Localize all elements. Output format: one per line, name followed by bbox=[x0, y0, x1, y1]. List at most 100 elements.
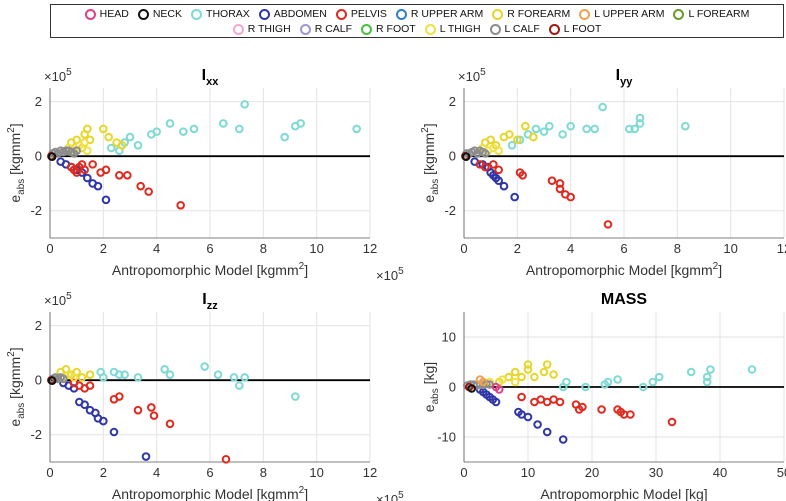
x-axis-label: Antropomorphic Model [kgmm2] bbox=[112, 261, 308, 278]
data-point bbox=[160, 364, 169, 374]
data-point bbox=[125, 132, 135, 142]
data-point bbox=[494, 176, 503, 186]
y-tick-label: 2 bbox=[35, 94, 42, 109]
y-axis-label-sup: 2 bbox=[6, 351, 17, 357]
legend-marker-icon bbox=[137, 8, 149, 20]
y-axis-label-sub: abs bbox=[16, 179, 27, 195]
data-point bbox=[545, 121, 554, 131]
y-multiplier: ×105 bbox=[44, 67, 72, 84]
y-axis-label-tail: [kgmm bbox=[421, 133, 437, 179]
legend-label: R FOOT bbox=[376, 23, 416, 35]
y-axis-label-sub: abs bbox=[430, 179, 441, 195]
data-point bbox=[499, 181, 509, 191]
data-point bbox=[533, 420, 542, 429]
y-multiplier-exp: 5 bbox=[480, 67, 486, 78]
x-tick-label: 2 bbox=[514, 241, 521, 256]
legend-label: R CALF bbox=[314, 23, 353, 35]
data-point bbox=[648, 377, 658, 387]
data-point bbox=[626, 410, 635, 419]
data-point bbox=[101, 195, 111, 205]
data-point bbox=[69, 373, 79, 382]
y-tick-label: 0 bbox=[35, 149, 42, 164]
data-point bbox=[461, 152, 471, 162]
legend-label: HEAD bbox=[99, 8, 129, 20]
y-tick-label: 10 bbox=[442, 330, 456, 345]
y-tick-label: 0 bbox=[449, 149, 456, 164]
x-axis-label-main: Antropomorphic Model [kgmm bbox=[526, 262, 713, 278]
data-point bbox=[498, 375, 507, 384]
x-tick-label: 0 bbox=[46, 241, 53, 256]
data-point bbox=[549, 370, 558, 379]
legend-marker-icon bbox=[258, 8, 270, 20]
x-tick-label: 6 bbox=[206, 241, 213, 256]
y-tick-label: 0 bbox=[35, 373, 42, 388]
legend-marker-icon bbox=[424, 23, 436, 35]
data-point bbox=[702, 372, 712, 382]
y-axis-label-sub: abs bbox=[430, 388, 441, 404]
data-point bbox=[555, 179, 565, 188]
data-point bbox=[518, 170, 527, 180]
data-point bbox=[558, 435, 568, 444]
y-axis-label-main: e bbox=[7, 419, 23, 427]
y-axis-label-sup: 2 bbox=[420, 127, 431, 133]
legend-item: R CALF bbox=[299, 23, 353, 35]
y-axis-label: eabs [kg] bbox=[421, 362, 441, 412]
legend-marker-icon bbox=[492, 8, 504, 20]
data-point bbox=[235, 124, 244, 134]
data-point bbox=[539, 367, 549, 377]
data-point bbox=[494, 146, 503, 156]
legend-label: R THIGH bbox=[247, 23, 291, 35]
data-point bbox=[115, 170, 124, 180]
data-point bbox=[523, 412, 533, 422]
data-point bbox=[152, 127, 161, 136]
x-multiplier-exp: 5 bbox=[398, 266, 404, 277]
data-point bbox=[539, 127, 549, 136]
data-point bbox=[200, 362, 209, 371]
y-multiplier-base: ×10 bbox=[44, 293, 66, 308]
y-axis-label-tail: [kg] bbox=[421, 362, 437, 388]
x-multiplier-exp: 5 bbox=[398, 490, 404, 501]
x-axis-label-tail: ] bbox=[304, 262, 308, 278]
legend-item: R FOOT bbox=[361, 23, 416, 35]
x-tick-label: 0 bbox=[46, 465, 53, 480]
y-tick-label: 2 bbox=[449, 94, 456, 109]
y-axis-label-end: ] bbox=[421, 123, 437, 127]
data-point bbox=[494, 165, 503, 175]
data-point bbox=[83, 146, 92, 156]
legend-item: L FOREARM bbox=[673, 8, 749, 20]
y-multiplier: ×105 bbox=[458, 67, 486, 84]
y-axis-label-main: e bbox=[421, 404, 437, 412]
data-point bbox=[530, 372, 539, 382]
y-axis-label-tail: [kgmm bbox=[7, 133, 23, 179]
y-axis-label-tail: [kgmm bbox=[7, 357, 23, 403]
y-tick-label: -2 bbox=[30, 203, 42, 218]
data-point bbox=[47, 376, 57, 386]
x-multiplier-base: ×10 bbox=[376, 492, 398, 501]
data-point bbox=[107, 143, 116, 153]
data-point bbox=[240, 100, 249, 109]
data-point bbox=[101, 165, 111, 175]
data-point bbox=[219, 119, 228, 128]
data-point bbox=[85, 381, 95, 390]
data-point bbox=[517, 372, 526, 382]
data-point bbox=[510, 192, 519, 202]
legend-label: R UPPER ARM bbox=[410, 8, 484, 20]
legend-marker-icon bbox=[232, 23, 244, 35]
x-tick-label: 8 bbox=[260, 241, 267, 256]
data-point bbox=[123, 170, 132, 180]
data-point bbox=[179, 127, 188, 136]
x-tick-label: 40 bbox=[713, 465, 727, 480]
y-multiplier-exp: 5 bbox=[66, 67, 72, 78]
data-point bbox=[555, 397, 565, 407]
x-multiplier: ×105 bbox=[376, 266, 404, 283]
legend-item: R FOREARM bbox=[492, 8, 570, 20]
data-point bbox=[603, 377, 613, 387]
data-point bbox=[72, 146, 81, 156]
x-axis-label: Antropomorphic Model [kg] bbox=[540, 486, 707, 501]
data-point bbox=[352, 124, 361, 134]
data-point bbox=[706, 365, 715, 374]
data-point bbox=[681, 121, 690, 131]
data-point bbox=[99, 373, 108, 382]
